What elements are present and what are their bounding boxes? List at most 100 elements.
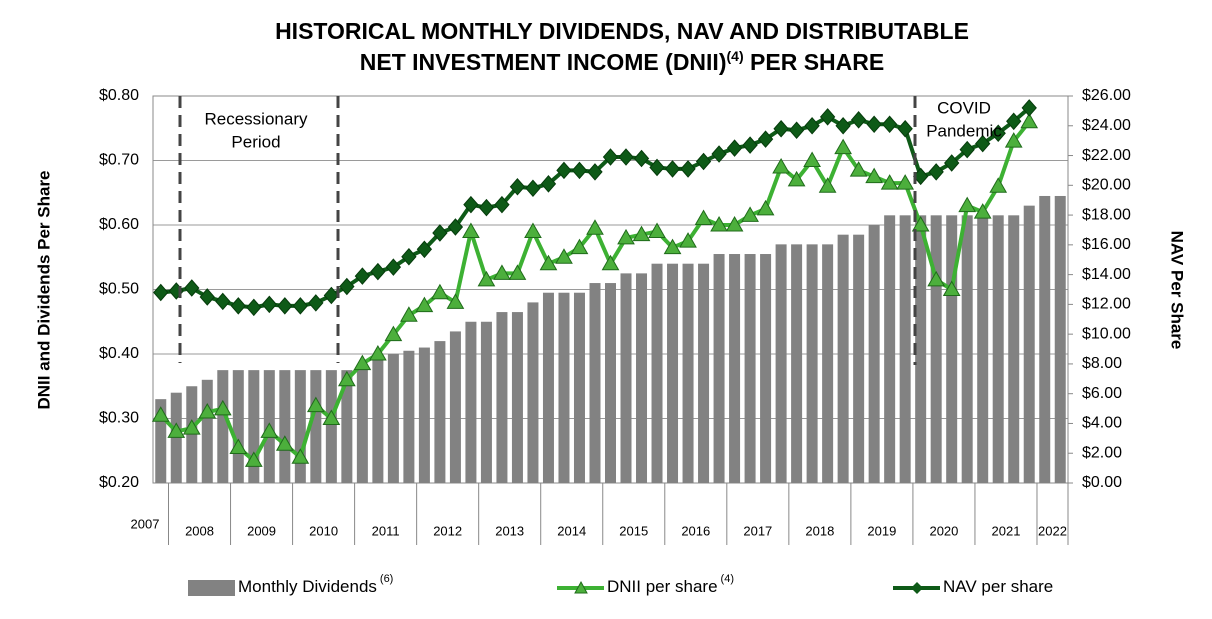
dnii-marker — [648, 222, 666, 238]
dividend-bar — [480, 321, 492, 483]
nav-marker — [680, 160, 696, 178]
dividend-bar — [915, 215, 927, 483]
nav-marker — [944, 154, 960, 172]
series-line — [160, 106, 1031, 310]
dividend-bar — [868, 225, 880, 483]
nav-marker — [711, 145, 727, 163]
x-tick-label: 2014 — [557, 523, 586, 538]
dnii-marker — [880, 174, 899, 190]
x-tick-label: 2021 — [992, 523, 1021, 538]
nav-marker — [261, 295, 277, 314]
dnii-marker — [942, 280, 961, 296]
legend-footnote: (6) — [380, 573, 393, 585]
dnii-marker — [493, 264, 511, 280]
dnii-marker — [275, 435, 294, 451]
dividend-bar — [403, 350, 415, 483]
y2-tick-label: $0.00 — [1082, 474, 1122, 491]
dividend-bar — [387, 354, 399, 483]
y2-tick-label: $2.00 — [1082, 444, 1122, 461]
nav-marker — [788, 121, 805, 139]
dnii-marker — [415, 296, 434, 313]
nav-marker — [819, 108, 836, 126]
dnii-marker — [896, 174, 915, 190]
nav-marker — [804, 117, 820, 135]
y2-tick-label: $10.00 — [1082, 325, 1131, 342]
dnii-marker — [710, 215, 728, 232]
nav-marker — [602, 148, 619, 166]
nav-marker — [401, 247, 417, 266]
dividend-bar — [496, 312, 508, 483]
title-footnote: (4) — [727, 48, 744, 64]
y-tick-label: $0.70 — [99, 152, 139, 169]
dnii-marker — [400, 306, 418, 322]
legend-label: DNII per share (4) — [607, 573, 734, 597]
nav-marker — [726, 139, 743, 157]
y-tick-label: $0.30 — [99, 410, 139, 427]
dividend-bar — [682, 263, 694, 483]
dividend-bar — [760, 254, 772, 483]
dnii-marker — [384, 325, 403, 342]
nav-marker — [881, 115, 898, 134]
dividend-bar — [434, 341, 446, 483]
nav-marker — [463, 195, 479, 214]
dnii-marker — [973, 203, 992, 219]
dnii-marker — [787, 170, 806, 187]
dividend-bar — [605, 283, 616, 483]
dividend-bar — [636, 273, 648, 483]
x-tick-label: 2013 — [495, 523, 524, 538]
annotation: Recessionary — [205, 109, 308, 128]
legend-label: DNII per share — [607, 577, 718, 596]
dnii-marker — [1020, 112, 1039, 129]
dividend-bar — [946, 215, 958, 483]
dividend-bar — [449, 331, 461, 483]
dividend-bar — [1023, 205, 1035, 483]
nav-marker — [308, 294, 324, 312]
nav-marker — [354, 267, 371, 285]
dnii-marker — [694, 209, 713, 226]
nav-marker — [1006, 112, 1022, 131]
dnii-marker — [725, 215, 744, 232]
dividend-bar — [899, 215, 911, 483]
dnii-marker — [834, 138, 852, 155]
nav-marker — [633, 149, 650, 168]
dnii-marker — [958, 196, 977, 213]
dnii-marker — [182, 419, 201, 435]
dnii-marker — [1004, 132, 1023, 148]
x-tick-label: 2018 — [805, 523, 834, 538]
dividend-bar — [961, 215, 973, 483]
dividend-bar — [744, 254, 756, 483]
nav-marker — [571, 161, 588, 180]
x-tick-label: 2008 — [185, 523, 214, 538]
nav-marker — [835, 117, 851, 135]
legend-label: NAV per share — [943, 577, 1053, 596]
x-tick-label: 2007 — [131, 516, 160, 531]
y-axis-title: DNII and Dividends Per Share — [34, 170, 53, 409]
nav-marker — [432, 224, 448, 242]
legend-label: Monthly Dividends — [238, 577, 377, 596]
x-tick-label: 2016 — [681, 523, 710, 538]
nav-marker — [695, 152, 712, 171]
nav-marker — [153, 283, 169, 302]
y-tick-label: $0.60 — [99, 216, 139, 233]
dnii-marker — [756, 199, 775, 216]
legend-swatch — [188, 580, 235, 596]
dnii-marker — [989, 177, 1008, 193]
y-tick-label: $0.40 — [99, 345, 139, 362]
dividend-bar — [775, 244, 787, 483]
dividend-bar — [418, 347, 430, 483]
y2-tick-label: $14.00 — [1082, 266, 1131, 283]
nav-marker — [494, 195, 510, 214]
nav-marker — [757, 130, 774, 148]
dnii-marker — [741, 206, 759, 222]
dnii-marker — [337, 370, 356, 387]
chart-title: HISTORICAL MONTHLY DIVIDENDS, NAV AND DI… — [275, 18, 969, 44]
dnii-marker — [586, 219, 604, 235]
dnii-marker — [260, 422, 279, 438]
nav-marker — [850, 111, 867, 129]
nav-marker — [509, 178, 526, 196]
dnii-marker — [803, 151, 821, 167]
dnii-marker — [632, 225, 651, 242]
dividend-bar — [1008, 215, 1020, 483]
nav-marker — [230, 297, 246, 315]
nav-marker — [323, 286, 340, 305]
